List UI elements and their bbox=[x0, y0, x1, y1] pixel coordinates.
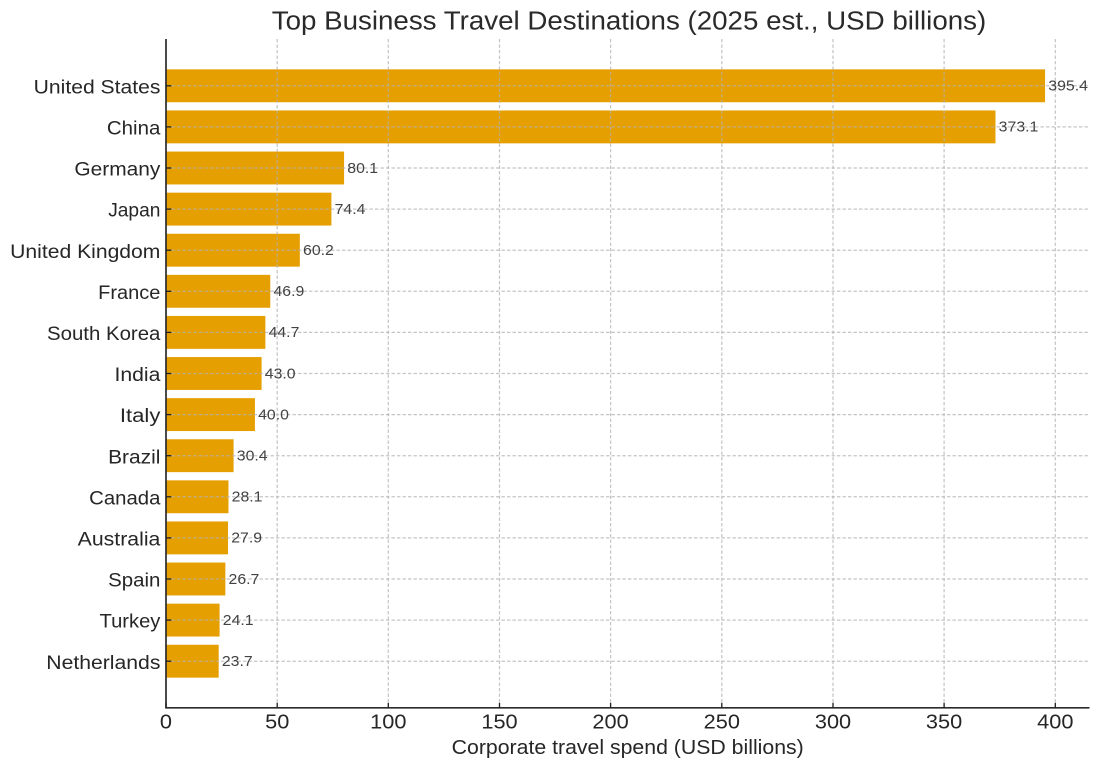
svg-text:Turkey: Turkey bbox=[100, 612, 161, 633]
svg-text:China: China bbox=[107, 119, 161, 140]
svg-text:26.7: 26.7 bbox=[229, 571, 260, 588]
svg-text:Italy: Italy bbox=[120, 406, 161, 427]
svg-text:28.1: 28.1 bbox=[232, 489, 263, 506]
svg-text:Japan: Japan bbox=[108, 201, 160, 222]
svg-text:46.9: 46.9 bbox=[273, 283, 304, 300]
svg-text:400: 400 bbox=[1037, 712, 1073, 734]
svg-text:Corporate travel spend (USD bi: Corporate travel spend (USD billions) bbox=[452, 737, 804, 759]
svg-text:150: 150 bbox=[481, 712, 517, 734]
svg-text:Canada: Canada bbox=[89, 488, 160, 509]
svg-text:43.0: 43.0 bbox=[265, 365, 296, 382]
svg-text:Australia: Australia bbox=[78, 530, 161, 551]
svg-text:0: 0 bbox=[160, 712, 172, 734]
svg-text:Brazil: Brazil bbox=[108, 447, 160, 468]
svg-text:Germany: Germany bbox=[74, 160, 160, 181]
svg-text:Netherlands: Netherlands bbox=[46, 653, 160, 674]
svg-text:300: 300 bbox=[815, 712, 851, 734]
svg-text:27.9: 27.9 bbox=[231, 530, 262, 547]
svg-text:30.4: 30.4 bbox=[237, 448, 268, 465]
svg-text:350: 350 bbox=[926, 712, 962, 734]
svg-text:100: 100 bbox=[370, 712, 406, 734]
svg-text:74.4: 74.4 bbox=[335, 201, 366, 218]
svg-text:60.2: 60.2 bbox=[303, 242, 334, 259]
svg-text:United States: United States bbox=[34, 77, 161, 98]
svg-text:Spain: Spain bbox=[108, 571, 160, 592]
svg-text:24.1: 24.1 bbox=[223, 612, 254, 629]
svg-text:50: 50 bbox=[265, 712, 289, 734]
svg-text:40.0: 40.0 bbox=[258, 406, 289, 423]
svg-text:France: France bbox=[98, 283, 160, 304]
svg-text:80.1: 80.1 bbox=[347, 160, 378, 177]
svg-text:United Kingdom: United Kingdom bbox=[10, 242, 160, 263]
svg-text:India: India bbox=[114, 365, 160, 386]
svg-text:South Korea: South Korea bbox=[47, 324, 161, 345]
svg-text:23.7: 23.7 bbox=[222, 653, 253, 670]
svg-text:395.4: 395.4 bbox=[1048, 78, 1088, 95]
svg-text:Top Business Travel Destinatio: Top Business Travel Destinations (2025 e… bbox=[272, 6, 987, 36]
svg-text:250: 250 bbox=[704, 712, 740, 734]
svg-text:44.7: 44.7 bbox=[269, 324, 300, 341]
svg-text:200: 200 bbox=[592, 712, 628, 734]
svg-text:373.1: 373.1 bbox=[999, 119, 1039, 136]
